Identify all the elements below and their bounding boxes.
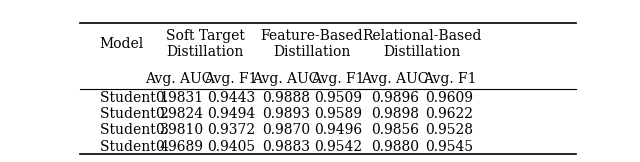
Text: 0.9810: 0.9810 (155, 123, 204, 138)
Text: 0.9896: 0.9896 (371, 91, 419, 105)
Text: 0.9542: 0.9542 (314, 140, 362, 154)
Text: 0.9893: 0.9893 (262, 107, 310, 121)
Text: Avg. AUC: Avg. AUC (145, 72, 213, 86)
Text: 0.9898: 0.9898 (371, 107, 419, 121)
Text: 0.9372: 0.9372 (207, 123, 255, 138)
Text: Model: Model (100, 37, 144, 51)
Text: 0.9545: 0.9545 (426, 140, 474, 154)
Text: Soft Target
Distillation: Soft Target Distillation (166, 29, 244, 59)
Text: Avg. AUC: Avg. AUC (252, 72, 319, 86)
Text: 0.9589: 0.9589 (314, 107, 362, 121)
Text: Student 2: Student 2 (100, 107, 169, 121)
Text: Avg. F1: Avg. F1 (311, 72, 365, 86)
Text: Avg. F1: Avg. F1 (205, 72, 258, 86)
Text: Student 4: Student 4 (100, 140, 169, 154)
Text: 0.9622: 0.9622 (426, 107, 474, 121)
Text: 0.9494: 0.9494 (207, 107, 255, 121)
Text: 0.9609: 0.9609 (426, 91, 474, 105)
Text: 0.9509: 0.9509 (314, 91, 362, 105)
Text: 0.9856: 0.9856 (371, 123, 419, 138)
Text: 0.9831: 0.9831 (155, 91, 204, 105)
Text: 0.9689: 0.9689 (155, 140, 204, 154)
Text: 0.9870: 0.9870 (262, 123, 310, 138)
Text: 0.9888: 0.9888 (262, 91, 310, 105)
Text: 0.9528: 0.9528 (426, 123, 474, 138)
Text: Student 1: Student 1 (100, 91, 169, 105)
Text: 0.9880: 0.9880 (371, 140, 419, 154)
Text: Student 3: Student 3 (100, 123, 169, 138)
Text: Avg. AUC: Avg. AUC (361, 72, 429, 86)
Text: Relational-Based
Distillation: Relational-Based Distillation (362, 29, 482, 59)
Text: 0.9824: 0.9824 (155, 107, 204, 121)
Text: Avg. F1: Avg. F1 (423, 72, 476, 86)
Text: 0.9496: 0.9496 (314, 123, 362, 138)
Text: 0.9405: 0.9405 (207, 140, 255, 154)
Text: 0.9883: 0.9883 (262, 140, 310, 154)
Text: Feature-Based
Distillation: Feature-Based Distillation (260, 29, 363, 59)
Text: 0.9443: 0.9443 (207, 91, 255, 105)
